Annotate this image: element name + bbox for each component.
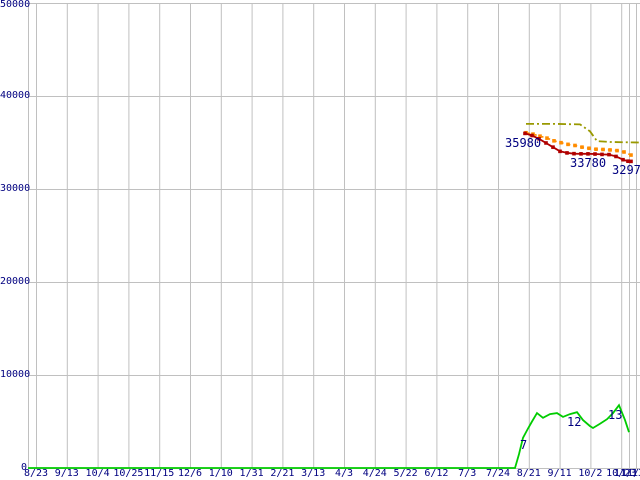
x-tick-label: 4/3 (334, 468, 354, 479)
x-tick-label: 7/3 (458, 468, 477, 479)
x-tick-label: 9/13 (54, 468, 79, 479)
average-price-marker (608, 148, 612, 152)
lowest-price-marker (607, 152, 611, 157)
y-tick-label: 40000 (0, 90, 31, 101)
x-tick-label: 3/13 (301, 468, 326, 479)
x-tick-label: 5/22 (393, 468, 418, 479)
average-price-marker (601, 147, 605, 152)
x-tick-label: 7/24 (485, 468, 511, 479)
lowest-price-marker (614, 154, 618, 159)
y-tick-label: 50000 (0, 0, 31, 10)
x-tick-label: 10/23 (606, 468, 637, 479)
average-price-marker (587, 146, 591, 151)
y-tick-label: 30000 (0, 183, 31, 194)
y-tick-label: 0 (20, 462, 27, 473)
average-price-marker (615, 148, 619, 153)
store-count-line (28, 403, 630, 469)
lowest-price-marker (572, 151, 576, 156)
x-tick-label: 11/13 (613, 468, 640, 479)
x-tick-label: 11/30 (620, 468, 640, 479)
lowest-price-marker (593, 152, 597, 156)
y-tick-label: 20000 (0, 276, 31, 287)
lowest-price-marker (579, 152, 583, 156)
lowest-price-marker (565, 151, 569, 155)
x-tick-label: 2/21 (270, 468, 295, 479)
average-price-marker (552, 139, 556, 143)
lowest-price-marker (551, 145, 555, 149)
lowest-price-marker (600, 152, 604, 157)
lowest-price-marker (523, 131, 527, 136)
value-label: 13 (608, 408, 623, 422)
lowest-price-marker (621, 157, 625, 162)
lowest-price-marker (558, 149, 562, 154)
x-tick-label: 8/23 (23, 468, 49, 479)
value-label: 35980 (505, 136, 542, 150)
x-tick-label: 10/4 (85, 468, 110, 479)
x-tick-label: 10/25 (113, 468, 144, 479)
lowest-price-marker (544, 141, 548, 145)
lowest-price-marker (586, 152, 590, 156)
lowest-price-marker (530, 133, 534, 138)
high-price-line (526, 123, 640, 144)
x-tick-label: 8/21 (516, 468, 541, 479)
lowest-price-marker (626, 159, 630, 163)
x-tick-label: 6/12 (424, 468, 449, 479)
y-tick-label: 10000 (0, 369, 31, 380)
value-label: 33780 (570, 156, 607, 170)
x-tick-label: 4/24 (362, 468, 387, 479)
x-tick-label: 10/2 (578, 468, 603, 479)
x-tick-label: 1/10 (208, 468, 233, 479)
x-tick-label: 9/11 (547, 468, 572, 479)
average-price-marker (580, 145, 584, 149)
average-price-marker (566, 142, 570, 147)
average-price-marker (559, 140, 563, 145)
x-tick-label: 11/15 (144, 468, 175, 479)
x-tick-label: 1/31 (239, 468, 264, 479)
value-label: 32970 (612, 163, 640, 177)
average-price-marker (545, 136, 549, 140)
lowest-price-marker (629, 159, 633, 164)
average-price-marker (594, 147, 598, 151)
average-price-marker (629, 153, 633, 157)
lowest-price-marker (537, 136, 541, 141)
value-label: 7 (520, 438, 528, 452)
value-label: 12 (567, 415, 582, 429)
average-price-marker (538, 134, 542, 138)
average-price-marker (573, 143, 577, 148)
x-tick-label: 12/6 (177, 468, 203, 479)
average-price-marker (622, 150, 626, 154)
